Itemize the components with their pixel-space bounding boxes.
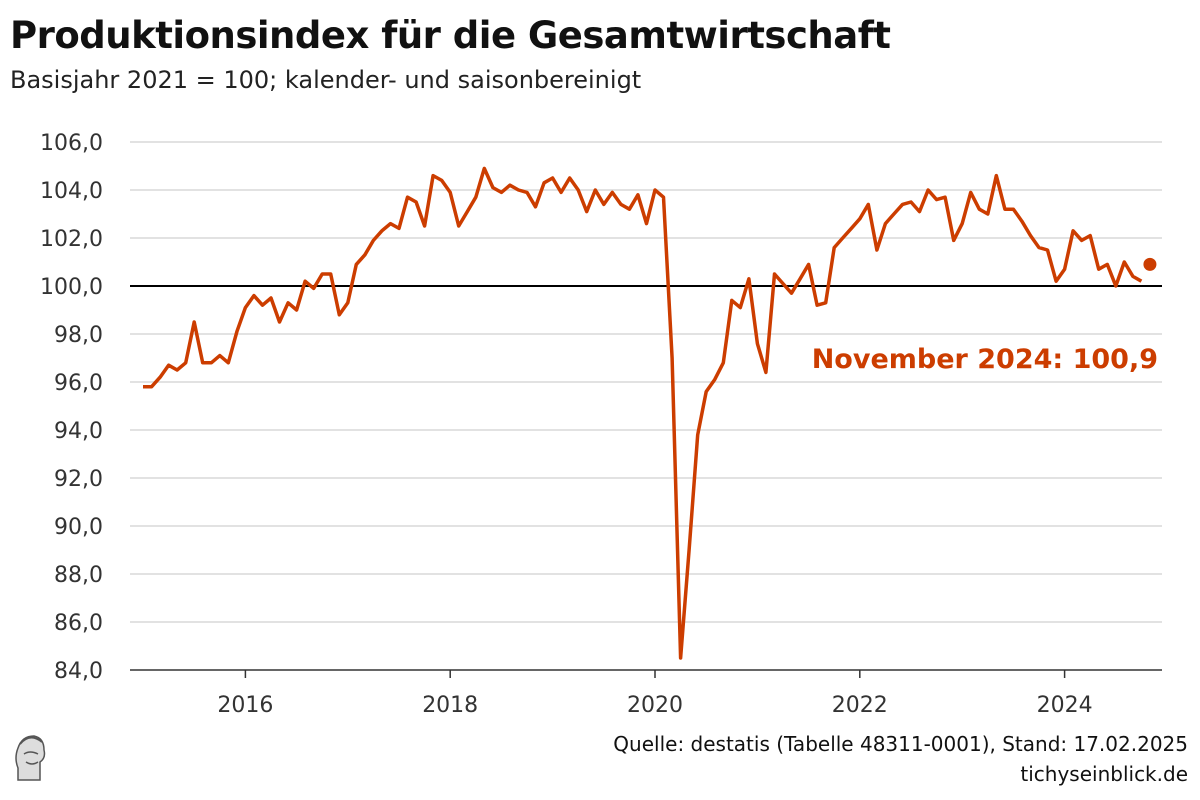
series-line xyxy=(143,166,1143,660)
y-tick-label: 102,0 xyxy=(40,227,103,252)
y-tick-label: 106,0 xyxy=(40,131,103,156)
source-note: Quelle: destatis (Tabelle 48311-0001), S… xyxy=(613,732,1188,756)
site-credit: tichyseinblick.de xyxy=(1020,762,1188,786)
y-tick-label: 100,0 xyxy=(40,275,103,300)
y-tick-label: 88,0 xyxy=(54,563,103,588)
chart-subtitle: Basisjahr 2021 = 100; kalender- und sais… xyxy=(10,66,642,94)
y-tick-label: 92,0 xyxy=(54,467,103,492)
x-tick-label: 2022 xyxy=(832,693,888,718)
y-tick-label: 84,0 xyxy=(54,659,103,684)
y-tick-label: 96,0 xyxy=(54,371,103,396)
y-tick-label: 90,0 xyxy=(54,515,103,540)
x-tick-label: 2024 xyxy=(1037,693,1093,718)
x-tick-label: 2020 xyxy=(627,693,683,718)
y-tick-label: 104,0 xyxy=(40,179,103,204)
logo-icon xyxy=(15,735,46,781)
highlight-point xyxy=(1143,257,1157,271)
x-tick-label: 2018 xyxy=(422,693,478,718)
chart-title: Produktionsindex für die Gesamtwirtschaf… xyxy=(10,14,891,57)
annotation-label: November 2024: 100,9 xyxy=(812,344,1158,375)
y-tick-label: 94,0 xyxy=(54,419,103,444)
y-tick-label: 98,0 xyxy=(54,323,103,348)
y-tick-label: 86,0 xyxy=(54,611,103,636)
x-tick-label: 2016 xyxy=(217,693,273,718)
